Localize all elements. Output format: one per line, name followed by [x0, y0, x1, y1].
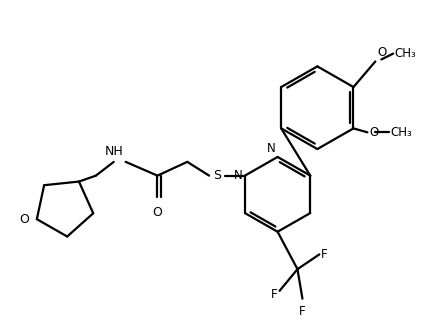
Text: O: O [369, 126, 378, 139]
Text: O: O [377, 46, 387, 60]
Text: N: N [234, 169, 243, 182]
Text: CH₃: CH₃ [394, 47, 416, 60]
Text: F: F [299, 305, 306, 317]
Text: CH₃: CH₃ [390, 126, 412, 139]
Text: NH: NH [105, 145, 124, 158]
Text: O: O [152, 206, 162, 219]
Text: N: N [267, 142, 276, 155]
Text: F: F [321, 248, 328, 261]
Text: O: O [19, 213, 29, 226]
Text: S: S [213, 169, 221, 182]
Text: F: F [271, 288, 278, 301]
